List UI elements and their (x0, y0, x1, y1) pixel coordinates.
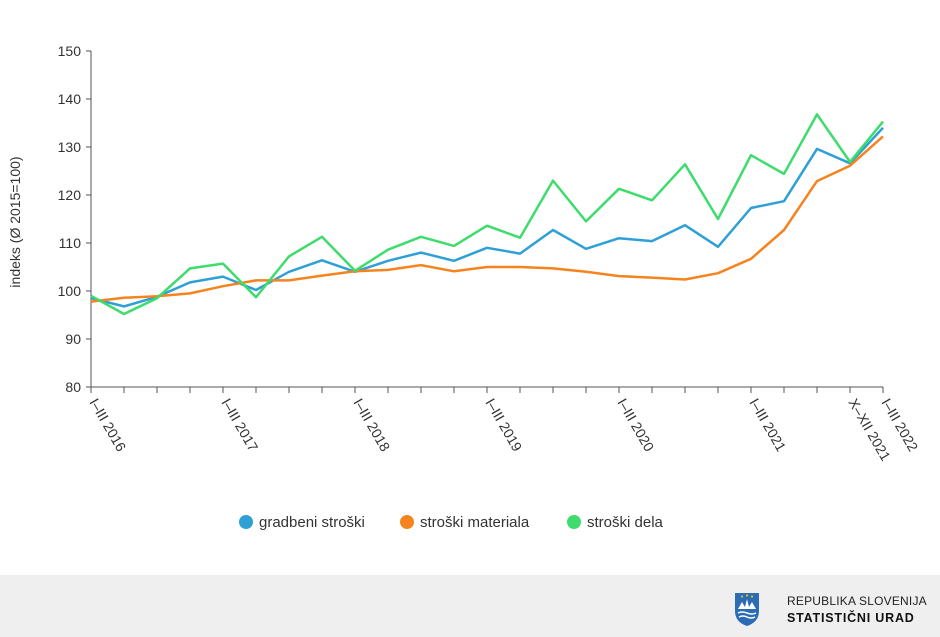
chart-legend: gradbeni stroški stroški materiala stroški… (239, 514, 664, 531)
x-tick-label: I–III 2020 (614, 396, 657, 455)
line-chart: 80 90 100 110 120 130 140 150 I–III 2016 I–III 20… (7, 43, 922, 531)
legend-label-1: gradbeni stroški (259, 514, 365, 531)
series-line-2 (90, 135, 884, 303)
x-tick-label: I–III 2021 (746, 396, 789, 455)
chart-axes: 80 90 100 110 120 130 140 150 I–III 2016 I–III 20… (58, 43, 922, 464)
footer-bar: REPUBLIKA SLOVENIJA STATISTIČNI URAD (0, 575, 940, 637)
y-tick-label: 140 (58, 91, 82, 107)
org-name-line2: STATISTIČNI URAD (787, 611, 915, 625)
x-tick-label: I–III 2016 (86, 396, 129, 455)
x-tick-label: I–III 2017 (218, 396, 261, 455)
series-line-3 (90, 113, 884, 316)
y-tick-label: 120 (58, 187, 82, 203)
y-axis-label: indeks (Ø 2015=100) (7, 156, 23, 287)
x-tick-label: I–III 2019 (482, 396, 525, 455)
x-tick-label: I–III 2018 (350, 396, 393, 455)
y-tick-label: 90 (65, 331, 81, 347)
y-tick-label: 150 (58, 43, 82, 59)
y-tick-label: 80 (65, 379, 81, 395)
legend-label-2: stroški materiala (420, 514, 530, 531)
y-tick-label: 100 (58, 283, 82, 299)
org-name-line1: REPUBLIKA SLOVENIJA (787, 594, 927, 608)
legend-marker-2 (400, 515, 414, 529)
legend-marker-3 (567, 515, 581, 529)
y-tick-label: 130 (58, 139, 82, 155)
legend-label-3: stroški dela (587, 514, 664, 531)
statistical-office-logo-icon (735, 593, 759, 626)
legend-marker-1 (239, 515, 253, 529)
chart-series (90, 113, 884, 316)
series-line-1 (90, 126, 884, 308)
y-tick-label: 110 (59, 235, 82, 251)
